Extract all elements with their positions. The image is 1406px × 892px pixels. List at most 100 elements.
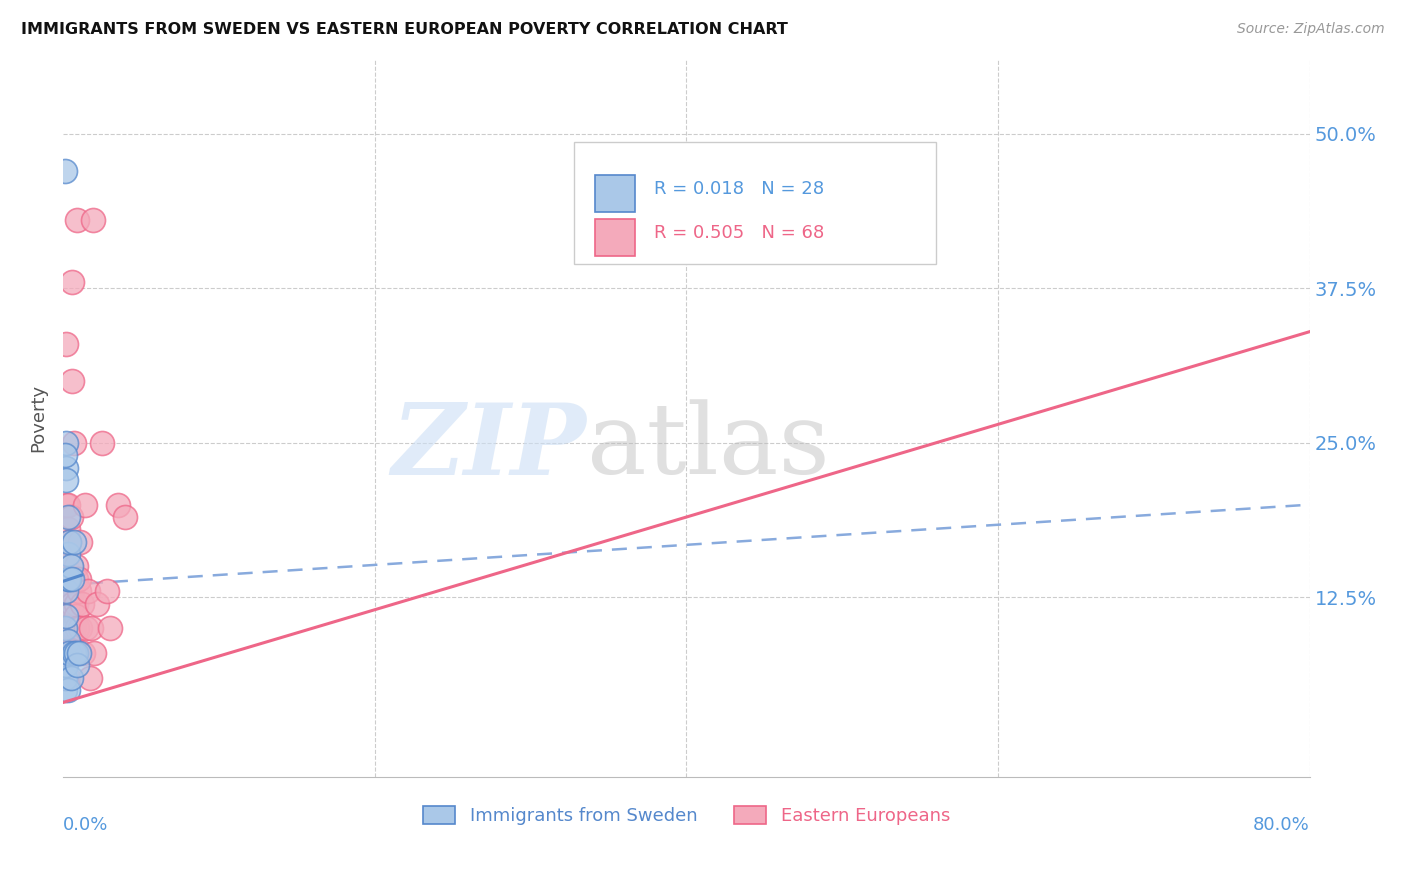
Point — [69, 534, 91, 549]
Point — [53, 608, 76, 623]
Point — [55, 572, 77, 586]
Point — [91, 435, 114, 450]
Point — [58, 621, 80, 635]
Point — [56, 633, 79, 648]
Point — [63, 534, 86, 549]
Point — [53, 633, 76, 648]
Text: R = 0.018   N = 28: R = 0.018 N = 28 — [654, 180, 824, 198]
Point — [59, 559, 82, 574]
Point — [60, 584, 83, 599]
Point — [55, 435, 77, 450]
Point — [58, 534, 80, 549]
Point — [53, 683, 76, 698]
Point — [59, 621, 82, 635]
Point — [73, 498, 96, 512]
Text: 0.0%: 0.0% — [63, 816, 108, 834]
Point — [66, 621, 89, 635]
Point — [53, 658, 76, 673]
Bar — [596, 175, 636, 212]
Point — [56, 621, 79, 635]
Point — [60, 646, 83, 660]
Point — [79, 671, 101, 685]
Y-axis label: Poverty: Poverty — [30, 384, 46, 452]
Point — [63, 646, 86, 660]
Point — [53, 621, 76, 635]
Point — [65, 608, 87, 623]
Point — [53, 646, 76, 660]
Point — [58, 572, 80, 586]
Point — [53, 164, 76, 178]
Point — [60, 597, 83, 611]
Point — [55, 584, 77, 599]
Point — [60, 572, 83, 586]
Point — [60, 374, 83, 388]
Text: R = 0.505   N = 68: R = 0.505 N = 68 — [654, 224, 824, 242]
FancyBboxPatch shape — [574, 142, 936, 264]
Text: IMMIGRANTS FROM SWEDEN VS EASTERN EUROPEAN POVERTY CORRELATION CHART: IMMIGRANTS FROM SWEDEN VS EASTERN EUROPE… — [21, 22, 787, 37]
Point — [58, 572, 80, 586]
Point — [66, 658, 89, 673]
Point — [53, 671, 76, 685]
Point — [66, 213, 89, 227]
Point — [114, 510, 136, 524]
Point — [67, 646, 90, 660]
Point — [80, 621, 103, 635]
Point — [56, 498, 79, 512]
Point — [56, 646, 79, 660]
Point — [56, 547, 79, 561]
Point — [53, 646, 76, 660]
Point — [55, 473, 77, 487]
Legend: Immigrants from Sweden, Eastern Europeans: Immigrants from Sweden, Eastern European… — [416, 798, 957, 832]
Point — [53, 448, 76, 462]
Point — [56, 522, 79, 536]
Point — [60, 621, 83, 635]
Point — [58, 646, 80, 660]
Point — [107, 498, 129, 512]
Text: ZIP: ZIP — [392, 399, 586, 495]
Point — [82, 213, 104, 227]
Point — [53, 658, 76, 673]
Text: atlas: atlas — [586, 399, 830, 495]
Point — [58, 584, 80, 599]
Point — [63, 435, 86, 450]
Point — [58, 572, 80, 586]
Point — [56, 510, 79, 524]
Point — [72, 646, 94, 660]
Point — [60, 275, 83, 289]
Point — [65, 646, 87, 660]
Point — [55, 584, 77, 599]
Text: Source: ZipAtlas.com: Source: ZipAtlas.com — [1237, 22, 1385, 37]
Point — [56, 683, 79, 698]
Point — [66, 621, 89, 635]
Point — [63, 621, 86, 635]
Point — [65, 646, 87, 660]
Point — [59, 671, 82, 685]
Point — [56, 597, 79, 611]
Point — [55, 658, 77, 673]
Point — [67, 584, 90, 599]
Point — [58, 534, 80, 549]
Text: 80.0%: 80.0% — [1253, 816, 1310, 834]
Point — [55, 460, 77, 475]
Point — [53, 597, 76, 611]
Point — [56, 671, 79, 685]
Point — [67, 572, 90, 586]
Point — [67, 646, 90, 660]
Point — [56, 572, 79, 586]
Point — [77, 584, 100, 599]
Point — [58, 534, 80, 549]
Point — [55, 559, 77, 574]
Point — [65, 572, 87, 586]
Point — [58, 646, 80, 660]
Point — [55, 608, 77, 623]
Point — [60, 572, 83, 586]
Point — [96, 584, 118, 599]
Point — [55, 337, 77, 351]
Point — [83, 646, 105, 660]
Point — [55, 498, 77, 512]
Point — [65, 559, 87, 574]
Point — [75, 621, 97, 635]
Point — [59, 584, 82, 599]
Bar — [596, 219, 636, 256]
Point — [53, 621, 76, 635]
